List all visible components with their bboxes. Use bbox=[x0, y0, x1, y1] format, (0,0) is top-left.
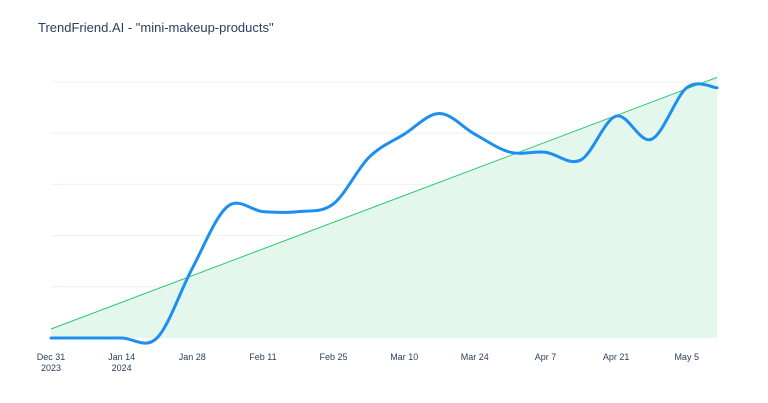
x-tick-label: Feb 11 bbox=[249, 352, 276, 362]
data-point[interactable] bbox=[330, 200, 338, 208]
x-tick-label: Feb 25 bbox=[319, 352, 347, 362]
trend-area-fill bbox=[51, 77, 717, 339]
x-tick-label: Jan 28 bbox=[179, 352, 206, 362]
data-point[interactable] bbox=[506, 148, 514, 156]
data-point[interactable] bbox=[188, 264, 196, 272]
series-line-layer bbox=[47, 82, 721, 345]
chart-title: TrendFriend.AI - "mini-makeup-products" bbox=[38, 20, 274, 35]
data-point[interactable] bbox=[82, 334, 90, 342]
data-point[interactable] bbox=[713, 84, 721, 92]
data-point[interactable] bbox=[436, 110, 444, 118]
data-point[interactable] bbox=[47, 334, 55, 342]
x-axis-ticks: Dec 31 2023 Jan 14 2024 Jan 28 Feb 11 Feb 25 Ma… bbox=[37, 352, 699, 373]
data-point[interactable] bbox=[577, 156, 585, 164]
x-tick-label: May 5 bbox=[674, 352, 699, 362]
x-tick-label: Mar 10 bbox=[390, 352, 418, 362]
data-point[interactable] bbox=[118, 334, 126, 342]
data-point[interactable] bbox=[471, 130, 479, 138]
x-tick-label: Apr 21 bbox=[603, 352, 630, 362]
data-point[interactable] bbox=[294, 208, 302, 216]
x-tick-label: Mar 24 bbox=[461, 352, 489, 362]
data-point[interactable] bbox=[612, 112, 620, 120]
data-point[interactable] bbox=[365, 153, 373, 161]
x-tick-label: Apr 7 bbox=[535, 352, 557, 362]
data-point[interactable] bbox=[542, 148, 550, 156]
data-point[interactable] bbox=[153, 334, 161, 342]
data-point[interactable] bbox=[683, 84, 691, 92]
trend-area-layer bbox=[50, 76, 718, 339]
x-tick-label: Jan 14 2024 bbox=[108, 352, 135, 373]
x-tick-label: Dec 31 2023 bbox=[37, 352, 66, 373]
data-point[interactable] bbox=[224, 202, 232, 210]
data-point[interactable] bbox=[400, 130, 408, 138]
trend-line bbox=[50, 76, 718, 330]
data-point[interactable] bbox=[647, 135, 655, 143]
data-point[interactable] bbox=[259, 208, 267, 216]
series-line bbox=[49, 82, 719, 345]
